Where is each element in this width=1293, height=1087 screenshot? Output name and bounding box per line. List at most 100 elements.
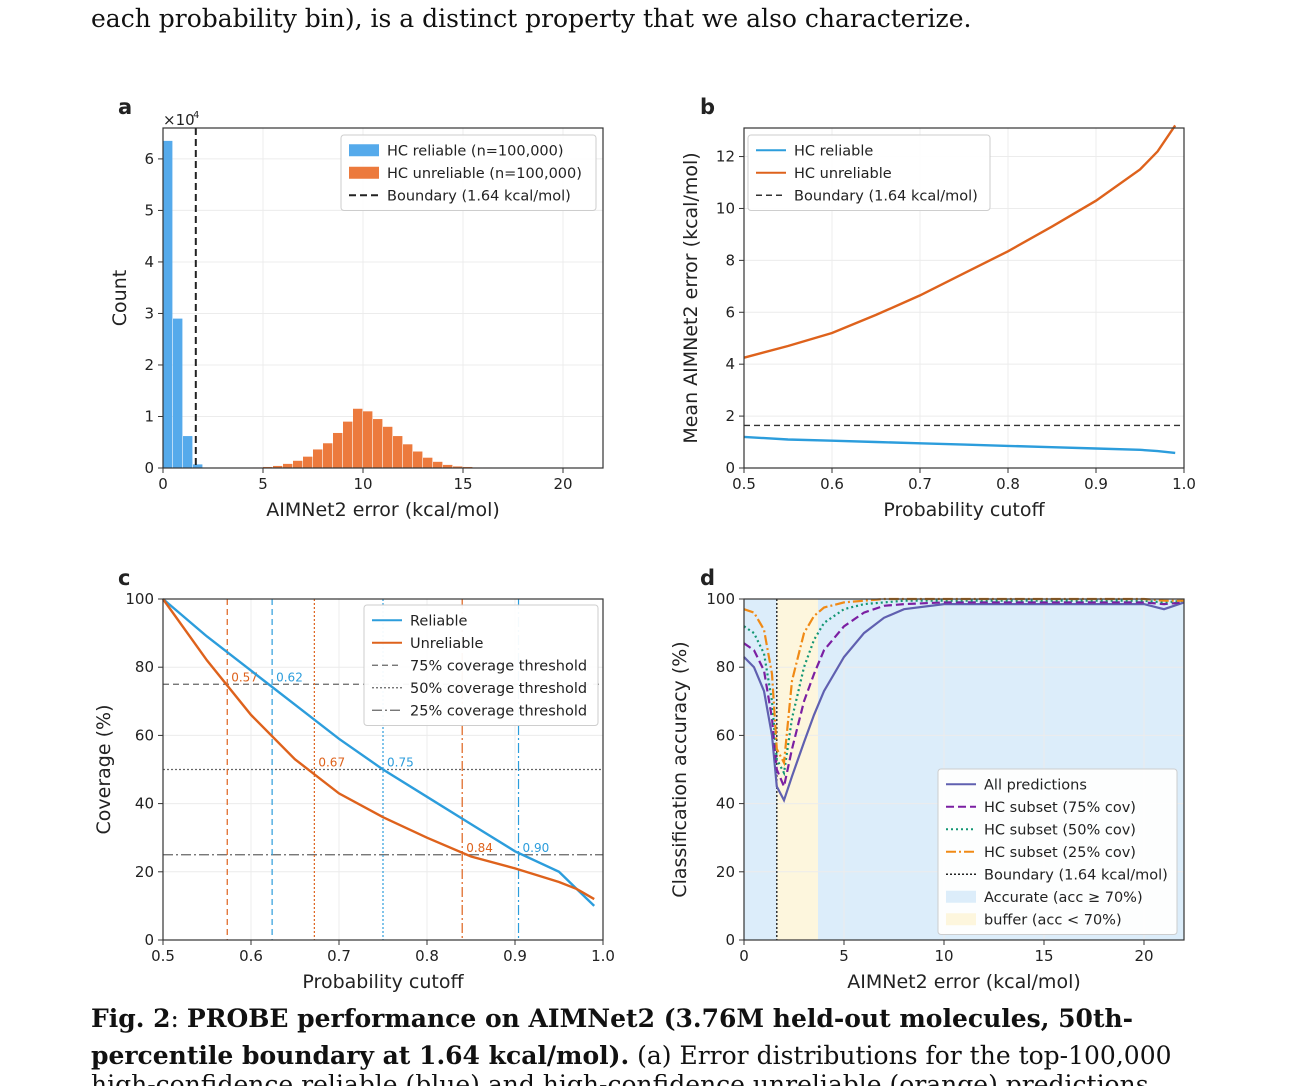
bar-hc-unreliable [373, 419, 383, 468]
legend-box [747, 134, 991, 211]
y-tick-label: 1 [144, 407, 154, 425]
legend-label: Accurate (acc ≥ 70%) [984, 890, 1143, 906]
panel-letter-c: c [118, 566, 130, 590]
y-tick-label: 20 [716, 863, 735, 881]
y-tick-label: 6 [144, 150, 154, 168]
series-all-predictions [743, 601, 1185, 803]
bar-hc-unreliable [453, 466, 463, 468]
panel-b-chart: 0.5 0.6 0.7 0.8 0.9 1.0 0 2 4 6 8 10 12 Probability c… [680, 124, 1196, 521]
legend-box [937, 768, 1178, 935]
y-tick-label: 6 [725, 303, 735, 321]
bar-hc-unreliable [353, 408, 363, 468]
x-tick-label: 0.7 [908, 475, 932, 493]
y-tick-label: 20 [135, 863, 154, 881]
y-tick-label: 0 [725, 931, 735, 949]
plot-frame [162, 127, 604, 469]
bar-hc-unreliable [403, 444, 413, 468]
y-tick-label: 0 [144, 931, 154, 949]
y-tick-label: 8 [725, 251, 735, 269]
x-tick-label: 1.0 [1172, 475, 1196, 493]
x-tick-label: 5 [258, 475, 268, 493]
body-text-top: each probability bin), is a distinct pro… [91, 4, 972, 33]
y-axis-label: Mean AIMNet2 error (kcal/mol) [680, 152, 702, 443]
axis-multiplier-exponent: 4 [193, 110, 199, 121]
x-axis-label: AIMNet2 error (kcal/mol) [266, 499, 500, 521]
y-tick-label: 80 [135, 658, 154, 676]
cutoff-label: 0.75 [387, 756, 414, 770]
legend-label: HC unreliable (n=100,000) [387, 166, 582, 182]
legend-label: 25% coverage threshold [410, 703, 587, 719]
x-axis-label: Probability cutoff [883, 499, 1045, 521]
legend-label: All predictions [984, 777, 1087, 793]
y-tick-label: 40 [716, 795, 735, 813]
legend-label: HC reliable [794, 143, 873, 159]
panel-c-chart: 0.5 0.6 0.7 0.8 0.9 1.0 0 20 40 60 80 100 Probabilit… [93, 590, 615, 993]
legend-box [363, 604, 599, 726]
series-unreliable [162, 598, 595, 901]
cutoff-label: 0.57 [231, 670, 258, 684]
series-hc-subset [743, 601, 1185, 791]
legend-label: Unreliable [410, 636, 484, 652]
caption-label: Fig. 2 [91, 1004, 171, 1033]
legend-label: HC unreliable [794, 166, 892, 182]
y-tick-label: 4 [725, 355, 735, 373]
x-tick-label: 0.7 [327, 947, 351, 965]
caption-sep: : [170, 1004, 179, 1033]
bar-hc-reliable [183, 436, 193, 468]
series-hc-unreliable [743, 124, 1177, 359]
series-hc-subset [743, 597, 1184, 767]
bar-hc-reliable [163, 140, 173, 468]
bar-hc-unreliable [313, 449, 323, 468]
y-tick-label: 2 [725, 407, 735, 425]
x-tick-label: 15 [1034, 947, 1053, 965]
bar-hc-unreliable [273, 465, 283, 468]
panel-letter-d: d [700, 566, 715, 590]
legend-swatch [946, 890, 976, 903]
caption-continued: high-confidence reliable (blue) and high… [91, 1074, 1203, 1086]
x-tick-label: 0 [158, 475, 168, 493]
y-tick-label: 40 [135, 795, 154, 813]
bar-hc-reliable [193, 464, 203, 468]
x-axis-label: Probability cutoff [302, 971, 464, 993]
cutoff-label: 0.67 [318, 756, 345, 770]
x-tick-label: 5 [839, 947, 849, 965]
legend-box [340, 134, 597, 211]
x-tick-label: 10 [934, 947, 953, 965]
cutoff-label: 0.90 [523, 841, 550, 855]
legend-label: buffer (acc < 70%) [984, 912, 1122, 928]
legend-label: HC subset (50% cov) [984, 822, 1136, 838]
y-axis-label: Coverage (%) [93, 705, 115, 835]
y-tick-label: 5 [144, 201, 154, 219]
bar-hc-unreliable [323, 443, 333, 468]
cutoff-label: 0.84 [466, 841, 493, 855]
y-tick-label: 0 [725, 459, 735, 477]
bar-hc-unreliable [393, 436, 403, 468]
panel-letter-b: b [700, 95, 715, 119]
y-tick-label: 80 [716, 658, 735, 676]
x-tick-label: 0.8 [996, 475, 1020, 493]
y-tick-label: 2 [144, 356, 154, 374]
caption-title: PROBE performance on AIMNet2 (3.76M held… [91, 1004, 1134, 1070]
panel-a-chart: 0 5 10 15 20 0 1 2 3 4 5 6 AIMNet2 error (kcal/mol) C… [109, 110, 604, 521]
legend-label: 50% coverage threshold [410, 681, 587, 697]
bar-hc-unreliable [433, 461, 443, 468]
legend-swatch [349, 166, 379, 179]
x-tick-label: 1.0 [591, 947, 615, 965]
bar-hc-unreliable [413, 451, 423, 468]
y-axis-label: Count [109, 270, 131, 326]
legend-label: 75% coverage threshold [410, 658, 587, 674]
x-tick-label: 0 [739, 947, 749, 965]
y-tick-label: 60 [135, 726, 154, 744]
series-hc-reliable [743, 435, 1176, 455]
bar-hc-unreliable [303, 456, 313, 468]
y-tick-label: 10 [716, 199, 735, 217]
x-tick-label: 20 [553, 475, 572, 493]
legend-label: HC subset (25% cov) [984, 845, 1136, 861]
bar-hc-unreliable [423, 457, 433, 468]
x-tick-label: 10 [353, 475, 372, 493]
series-reliable [162, 598, 596, 907]
x-axis-label: AIMNet2 error (kcal/mol) [847, 971, 1081, 993]
y-tick-label: 4 [144, 253, 154, 271]
axis-multiplier: ×10 [163, 111, 195, 129]
